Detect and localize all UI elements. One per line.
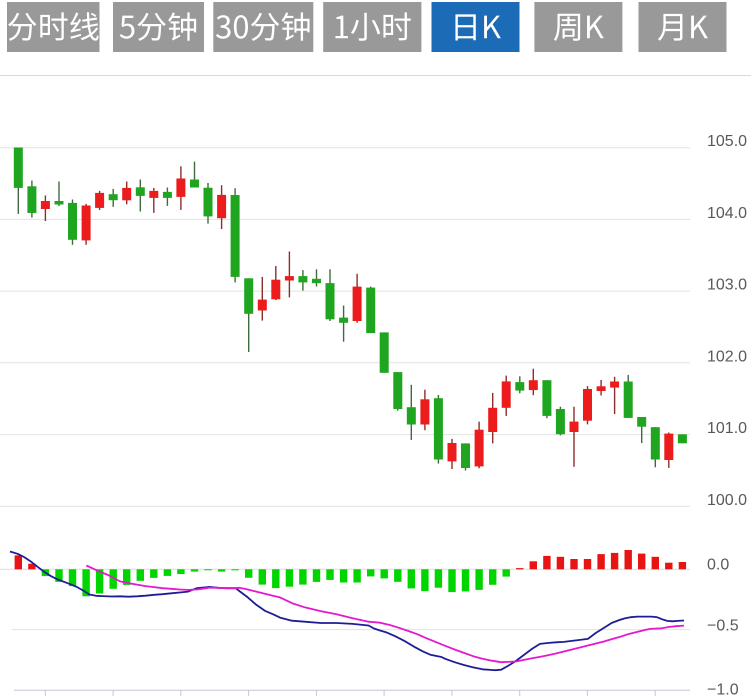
svg-text:102.0: 102.0 (707, 348, 747, 365)
svg-text:103.0: 103.0 (707, 277, 747, 294)
svg-text:101.0: 101.0 (707, 420, 747, 437)
svg-text:105.0: 105.0 (707, 133, 747, 150)
svg-text:100.0: 100.0 (707, 492, 747, 509)
svg-text:−0.5: −0.5 (707, 617, 739, 634)
svg-text:−1.0: −1.0 (707, 682, 739, 696)
svg-text:104.0: 104.0 (707, 205, 747, 222)
svg-text:0.0: 0.0 (707, 556, 729, 573)
